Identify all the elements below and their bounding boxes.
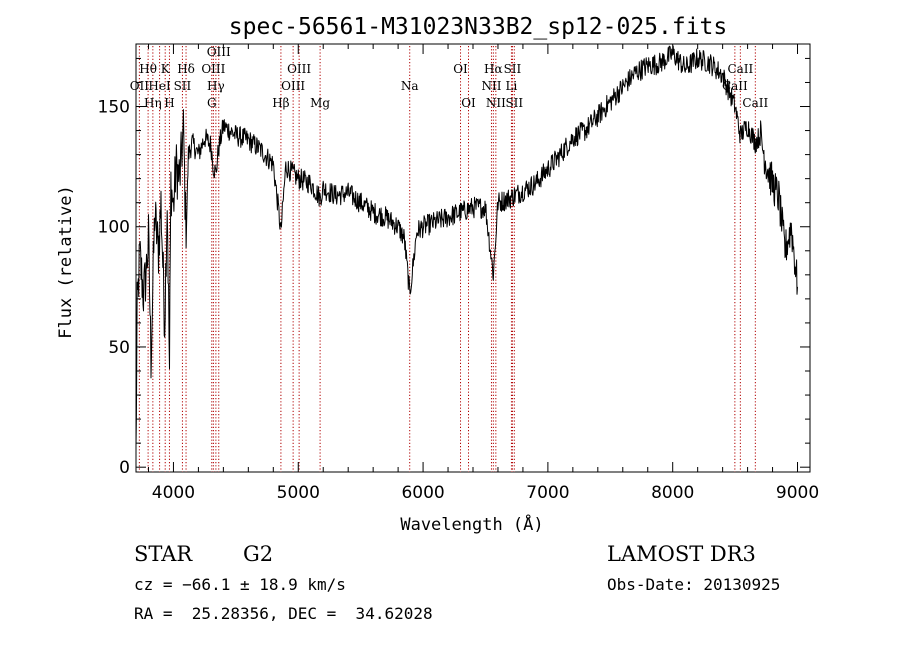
line-label-14: OIII xyxy=(287,62,311,76)
obs-date: Obs-Date: 20130925 xyxy=(607,575,780,594)
line-label-12: Hβ xyxy=(272,96,289,110)
x-axis: 4000 5000 6000 7000 8000 9000 xyxy=(147,44,819,503)
line-label-15: Mg xyxy=(310,96,330,110)
x-tick-label-1: 5000 xyxy=(277,483,320,503)
x-tick-label-0: 4000 xyxy=(152,483,195,503)
x-axis-label: Wavelength (Å) xyxy=(400,513,543,535)
chart-title: spec-56561-M31023N33B2_sp12-025.fits xyxy=(229,14,728,40)
line-label-24: SII xyxy=(505,96,523,110)
line-label-1: Hθ xyxy=(139,62,157,76)
line-label-11: OIII xyxy=(207,45,231,59)
x-tick-label-4: 8000 xyxy=(651,483,694,503)
object-subclass: G2 xyxy=(243,542,273,566)
y-tick-label-2: 100 xyxy=(98,218,130,238)
line-label-16: Na xyxy=(401,79,419,93)
x-tick-label-3: 7000 xyxy=(526,483,569,503)
line-label-13: OIII xyxy=(281,79,305,93)
survey-name: LAMOST DR3 xyxy=(607,542,756,566)
line-label-4: K xyxy=(161,62,171,76)
line-label-17: OI xyxy=(453,62,468,76)
line-label-10: Hγ xyxy=(207,79,225,93)
line-label-0: OII xyxy=(130,79,150,93)
coordinates: RA = 25.28356, DEC = 34.62028 xyxy=(134,604,433,623)
spectrum-series xyxy=(135,45,798,447)
line-label-7: Hδ xyxy=(177,62,195,76)
y-tick-label-1: 50 xyxy=(108,338,130,358)
line-label-23: SII xyxy=(504,62,522,76)
line-label-26: CaII xyxy=(727,62,753,76)
spectral-line-markers xyxy=(138,46,756,472)
line-label-9: G xyxy=(207,96,217,110)
line-label-27: CaII xyxy=(742,96,768,110)
line-label-8: OIII xyxy=(201,62,225,76)
line-label-3: HeI xyxy=(148,79,171,93)
y-tick-label-3: 150 xyxy=(98,98,130,118)
y-tick-label-0: 0 xyxy=(119,458,130,478)
object-class: STAR xyxy=(134,542,193,566)
spectrum-line-0 xyxy=(135,45,798,447)
x-tick-label-5: 9000 xyxy=(776,483,819,503)
line-label-21: NII xyxy=(486,96,506,110)
redshift-readout: cz = −66.1 ± 18.9 km/s xyxy=(134,575,346,594)
line-label-22: Li xyxy=(506,79,518,93)
line-label-5: H xyxy=(164,96,174,110)
line-label-18: OI xyxy=(461,96,476,110)
y-axis-label: Flux (relative) xyxy=(56,185,76,339)
info-panel: STAR G2 LAMOST DR3 cz = −66.1 ± 18.9 km/… xyxy=(134,542,780,623)
line-label-20: Hα xyxy=(484,62,503,76)
y-axis: 0 50 100 150 xyxy=(98,57,810,478)
line-label-6: SII xyxy=(174,79,192,93)
line-label-19: NII xyxy=(481,79,501,93)
x-tick-label-2: 6000 xyxy=(401,483,444,503)
line-label-2: Hη xyxy=(144,96,162,110)
